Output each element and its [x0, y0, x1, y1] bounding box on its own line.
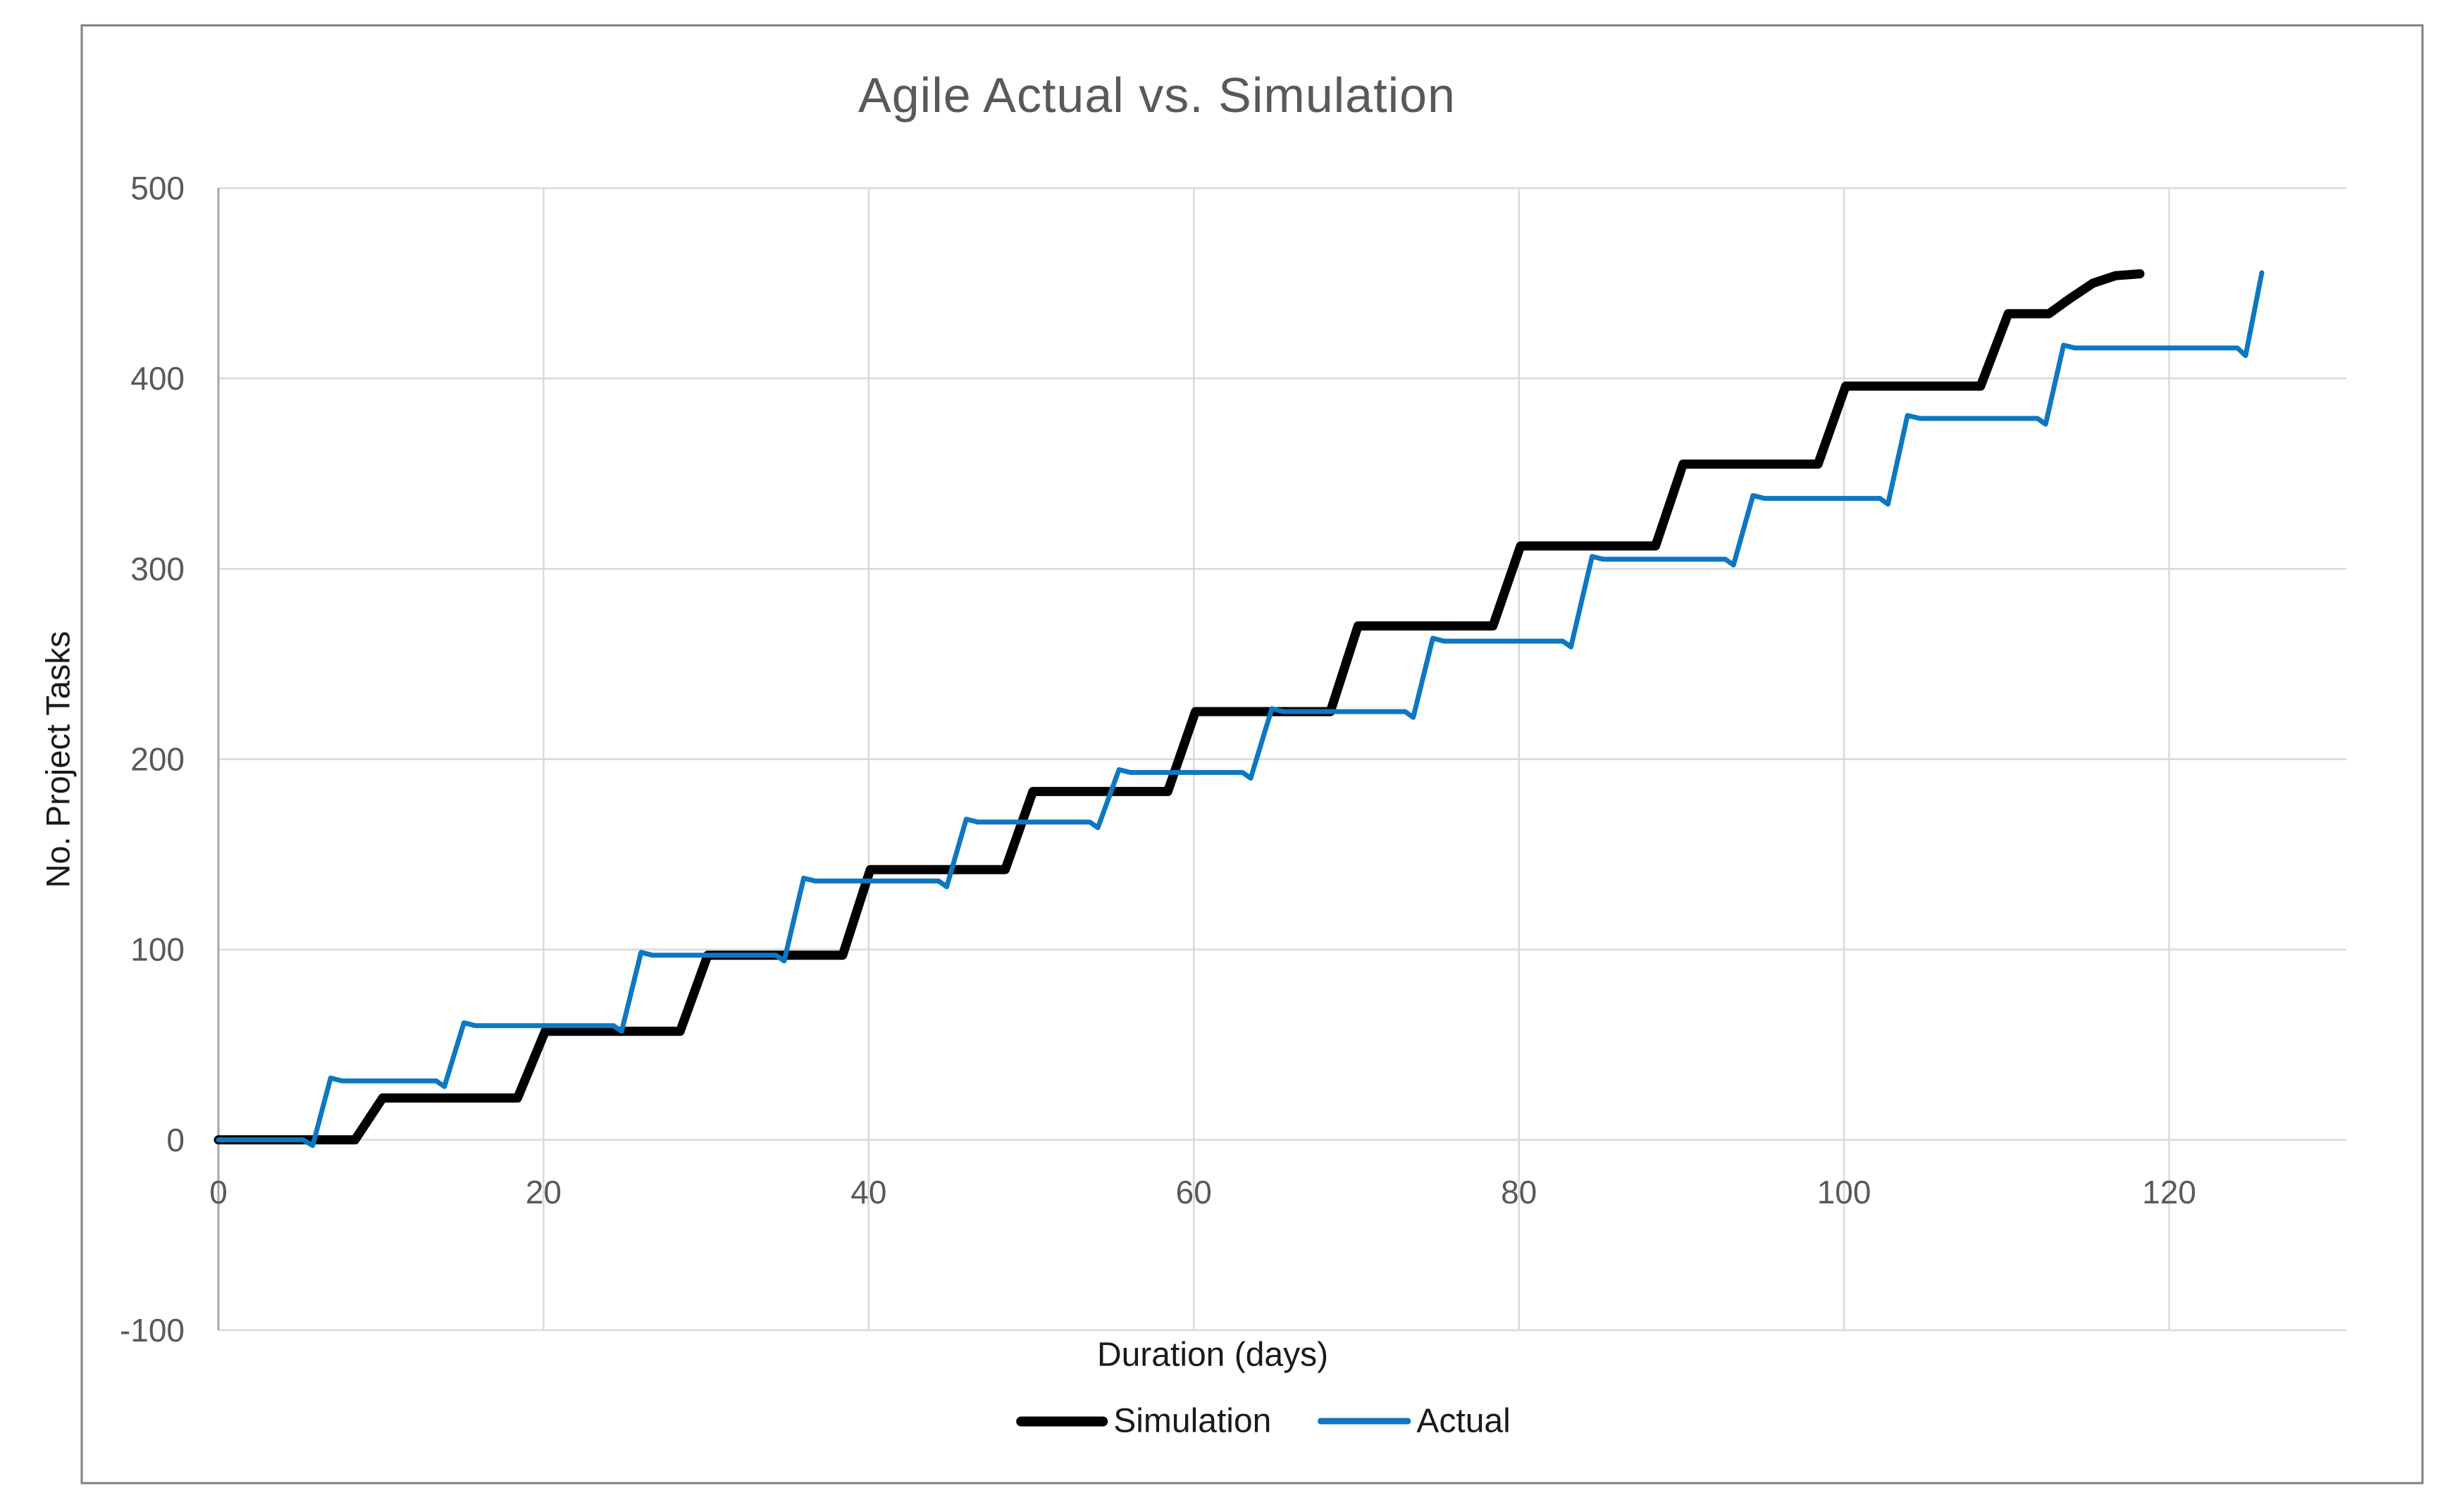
x-tick-label: 40: [850, 1174, 886, 1210]
legend-swatch-simulation-icon: [1016, 1416, 1108, 1426]
legend-item-actual: Actual: [1318, 1402, 1511, 1441]
y-tick-label: 500: [130, 170, 185, 206]
x-tick-label: 0: [209, 1174, 228, 1210]
x-tick-label: 60: [1176, 1174, 1212, 1210]
legend-label-actual: Actual: [1416, 1402, 1511, 1440]
y-tick-label: 300: [130, 550, 185, 587]
series-line-simulation: [213, 269, 2145, 1145]
x-tick-label: 80: [1501, 1174, 1537, 1210]
y-tick-label: 100: [130, 931, 185, 968]
x-axis-title: Duration (days): [1096, 1336, 1329, 1374]
y-tick-label: 0: [166, 1122, 185, 1158]
legend-item-simulation: Simulation: [1016, 1402, 1271, 1441]
legend-swatch-actual-icon: [1318, 1418, 1411, 1425]
y-tick-label: 200: [130, 741, 185, 778]
y-tick-label: 400: [130, 360, 185, 397]
x-tick-label: 120: [2142, 1174, 2196, 1210]
legend-label-simulation: Simulation: [1113, 1402, 1272, 1440]
series-line-actual: [216, 270, 2265, 1148]
y-axis-title: No. Project Tasks: [39, 631, 77, 888]
x-tick-label: 20: [526, 1174, 562, 1210]
chart-frame: [80, 24, 2424, 1485]
x-tick-label: 100: [1817, 1174, 1871, 1210]
y-tick-label: -100: [120, 1312, 185, 1349]
chart-title: Agile Actual vs. Simulation: [858, 68, 1456, 123]
legend: Simulation Actual: [1016, 1402, 1511, 1441]
